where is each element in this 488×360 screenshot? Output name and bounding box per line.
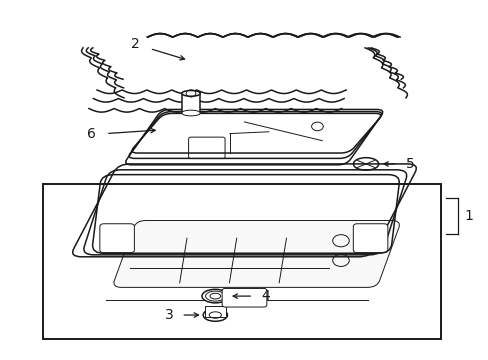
Bar [42, 184, 441, 339]
Text: 6: 6 [87, 127, 96, 140]
Text: 1: 1 [464, 209, 473, 223]
PathPatch shape [114, 221, 399, 287]
Ellipse shape [182, 110, 200, 116]
Ellipse shape [203, 309, 227, 321]
Ellipse shape [353, 158, 378, 170]
Text: 2: 2 [130, 37, 139, 51]
FancyBboxPatch shape [353, 224, 387, 253]
Bar [182, 93, 200, 113]
Ellipse shape [202, 289, 228, 303]
Text: 5: 5 [405, 157, 414, 171]
FancyBboxPatch shape [222, 288, 266, 307]
Text: 3: 3 [165, 308, 174, 322]
Text: 4: 4 [261, 289, 270, 303]
FancyBboxPatch shape [100, 224, 134, 253]
Bar [204, 306, 225, 317]
PathPatch shape [132, 113, 380, 153]
Ellipse shape [182, 90, 200, 96]
